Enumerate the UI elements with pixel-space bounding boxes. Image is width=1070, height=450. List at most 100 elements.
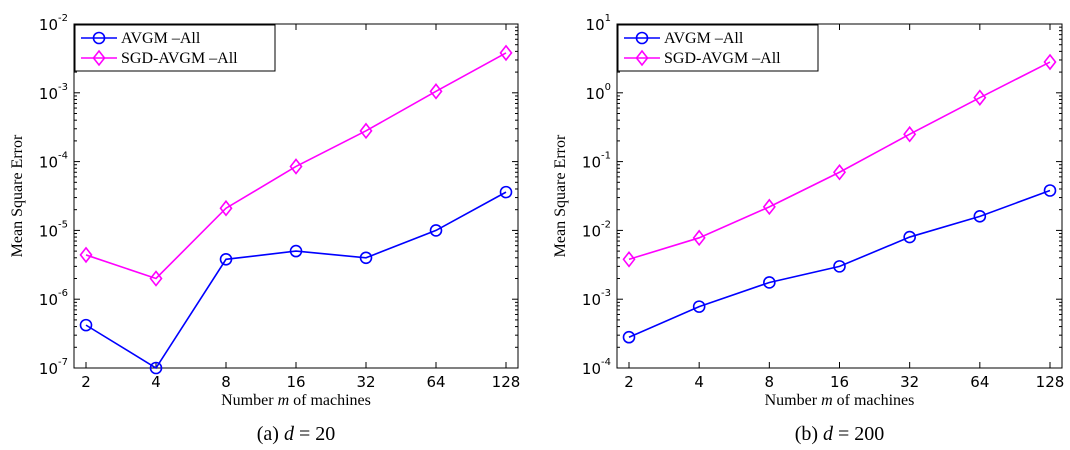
x-tick-label: 2: [624, 373, 634, 391]
caption-var: d: [284, 423, 295, 445]
data-point-diamond: [622, 251, 636, 268]
data-point-diamond: [429, 83, 443, 100]
y-tick-exponent: 0: [605, 82, 611, 93]
legend-label: SGD-AVGM –All: [121, 50, 238, 67]
x-tick-label: 16: [286, 373, 305, 391]
x-tick-label: 32: [900, 373, 919, 391]
y-tick-label: 10-5: [39, 219, 68, 240]
x-tick-label: 32: [356, 373, 375, 391]
x-tick-label: 16: [830, 373, 849, 391]
y-tick-base: 10: [39, 154, 58, 172]
data-point-diamond: [1043, 53, 1057, 71]
data-point-circle: [833, 260, 846, 273]
y-tick-label: 10-4: [39, 151, 68, 172]
y-tick-base: 10: [39, 360, 58, 378]
legend-label: SGD-AVGM –All: [664, 50, 781, 67]
series-line-1: [85, 191, 507, 370]
y-tick-base: 10: [582, 291, 601, 309]
y-tick-label: 10-4: [582, 357, 611, 378]
plot-frame: [616, 23, 1063, 369]
legend-marker-circle: [92, 31, 106, 45]
data-point-circle: [622, 330, 636, 344]
y-tick-base: 10: [39, 16, 58, 34]
x-axis-label: Number m of machines: [221, 392, 371, 409]
y-tick-label: 10-7: [39, 357, 68, 378]
data-point-diamond: [692, 229, 706, 247]
x-tick-label: 4: [694, 373, 704, 391]
y-tick-base: 10: [582, 360, 601, 378]
x-tick-label: 64: [970, 373, 989, 391]
legend-box: [74, 24, 276, 72]
x-axis-label-var: m: [821, 392, 833, 409]
data-point-diamond: [289, 158, 303, 175]
y-tick-exponent: -4: [601, 357, 611, 368]
y-tick-label: 10-2: [39, 13, 68, 34]
x-tick-label: 128: [1036, 373, 1065, 391]
figure-caption: (a) d = 20: [257, 423, 335, 445]
y-tick-exponent: -6: [58, 288, 68, 299]
legend-marker-diamond: [635, 49, 649, 67]
x-axis-label-pre: Number: [221, 392, 277, 409]
data-point-circle: [763, 276, 776, 289]
y-tick-label: 10-3: [582, 288, 611, 309]
y-tick-exponent: -7: [58, 357, 68, 368]
data-point-circle: [289, 244, 303, 258]
x-tick-label: 8: [221, 373, 231, 391]
x-tick-label: 128: [492, 373, 521, 391]
y-tick-base: 10: [39, 85, 58, 103]
x-tick-label: 64: [426, 373, 445, 391]
data-point-diamond: [499, 44, 513, 62]
data-point-circle: [973, 210, 987, 223]
legend-box: [617, 24, 819, 72]
series-line-2: [85, 52, 507, 280]
y-tick-exponent: -2: [601, 219, 611, 230]
x-axis-label-post: of machines: [833, 392, 915, 409]
data-point-diamond: [832, 163, 847, 181]
y-tick-label: 10-1: [582, 151, 611, 172]
x-tick-label: 8: [765, 373, 775, 391]
legend: AVGM –All SGD-AVGM –All: [74, 24, 276, 72]
data-point-circle: [692, 300, 706, 313]
series-line-2: [628, 61, 1051, 261]
x-tick-label: 4: [151, 373, 161, 391]
y-tick-exponent: -1: [601, 151, 611, 162]
data-point-diamond: [149, 270, 163, 287]
data-point-circle: [1043, 184, 1057, 197]
caption-pre: (b): [795, 423, 823, 445]
y-axis-label: Mean Square Error: [9, 134, 26, 257]
y-tick-base: 10: [39, 222, 58, 240]
legend-label: AVGM –All: [121, 30, 201, 47]
data-point-circle: [903, 230, 916, 244]
caption-pre: (a): [257, 423, 284, 445]
data-point-circle: [499, 185, 513, 199]
data-point-diamond: [79, 246, 93, 264]
y-axis-label: Mean Square Error: [552, 134, 569, 257]
y-tick-label: 10-2: [582, 219, 611, 240]
caption-post: = 20: [294, 423, 335, 445]
y-tick-label: 101: [586, 13, 611, 34]
data-point-circle: [149, 361, 163, 375]
x-axis-label-var: m: [278, 392, 290, 409]
y-tick-exponent: -4: [58, 151, 68, 162]
data-point-circle: [219, 253, 233, 266]
legend-marker-circle: [635, 31, 649, 45]
data-point-circle: [79, 318, 93, 332]
y-tick-base: 10: [582, 222, 601, 240]
x-axis-label-post: of machines: [289, 392, 371, 409]
y-tick-label: 100: [586, 82, 611, 103]
caption-var: d: [823, 423, 834, 445]
data-point-diamond: [219, 199, 233, 217]
figure-caption: (b) d = 200: [795, 423, 885, 445]
y-tick-exponent: -3: [58, 82, 68, 93]
data-point-diamond: [903, 125, 917, 143]
data-point-circle: [429, 224, 443, 237]
y-tick-exponent: 1: [605, 13, 611, 24]
y-tick-base: 10: [39, 291, 58, 309]
y-tick-label: 10-6: [39, 288, 68, 309]
chart-panel-1: 10-710-610-510-410-310-22 4 8 16 32 64 128Numb…: [9, 13, 520, 445]
data-point-diamond: [973, 89, 987, 106]
x-tick-label: 2: [81, 373, 91, 391]
data-point-circle: [359, 251, 373, 265]
